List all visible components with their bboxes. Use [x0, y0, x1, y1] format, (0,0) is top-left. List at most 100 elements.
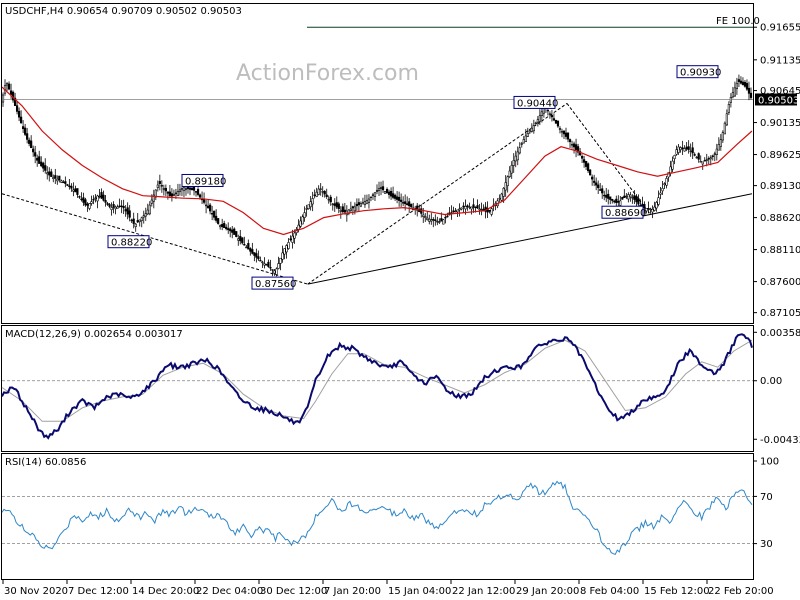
candle-body — [488, 210, 491, 212]
candle-body — [743, 81, 747, 87]
candle-body — [44, 165, 47, 171]
candle — [428, 214, 431, 225]
x-tick-label: 7 Jan 20:00 — [324, 586, 381, 597]
candle-body — [633, 195, 636, 200]
candle — [408, 198, 411, 213]
candle — [595, 177, 598, 191]
candle-body — [198, 194, 202, 198]
candle-body — [673, 155, 676, 160]
candle — [373, 192, 377, 202]
candle — [281, 245, 284, 263]
candle — [611, 198, 614, 204]
candle-body — [315, 191, 318, 197]
candle-body — [617, 201, 620, 203]
candle-body — [317, 188, 320, 195]
candle-body — [387, 191, 391, 195]
candle — [580, 154, 584, 163]
candle-body — [393, 194, 397, 199]
candle — [335, 196, 338, 210]
candle-body — [206, 205, 210, 209]
candle — [192, 185, 196, 196]
candle-body — [279, 257, 282, 264]
candle — [317, 185, 320, 196]
candle-body — [204, 204, 208, 207]
candle — [237, 234, 240, 246]
candle — [80, 192, 83, 202]
candle-body — [504, 182, 507, 191]
candle-body — [591, 176, 594, 180]
candle — [548, 111, 552, 119]
candle-body — [285, 245, 288, 253]
candle — [303, 206, 306, 222]
candle-body — [737, 79, 741, 82]
candle — [693, 152, 696, 157]
candle-body — [299, 220, 302, 227]
candle — [307, 204, 310, 210]
candle-body — [391, 193, 395, 198]
x-tick-label: 30 Nov 2020 — [4, 586, 68, 597]
candle-body — [36, 157, 39, 161]
candle-body — [321, 191, 324, 193]
candle — [321, 186, 324, 198]
candle — [339, 206, 342, 219]
candle — [629, 191, 632, 202]
candle-body — [174, 192, 178, 195]
candle — [478, 203, 481, 215]
candle — [108, 202, 111, 209]
x-tick-label: 22 Jan 12:00 — [452, 586, 515, 597]
candle — [325, 188, 328, 199]
candle-body — [566, 132, 570, 140]
candle-body — [353, 206, 356, 212]
candle — [679, 146, 682, 153]
level-label: 0.90930 — [676, 65, 721, 79]
candle — [48, 167, 51, 182]
candle-body — [128, 210, 131, 218]
candle-body — [683, 148, 686, 152]
candle — [359, 201, 363, 208]
candle — [436, 216, 439, 226]
candle — [243, 236, 246, 246]
candle-body — [184, 187, 188, 190]
candle-body — [546, 109, 550, 112]
candle — [146, 203, 149, 216]
candle — [114, 205, 117, 215]
candle-body — [562, 130, 566, 135]
candle-body — [647, 208, 650, 210]
candle — [371, 192, 375, 200]
candle-body — [178, 189, 182, 193]
candle-body — [585, 160, 588, 167]
candle — [26, 127, 29, 144]
price-panel: 0.91655 0.91135 0.90645 0.90135 0.89625 0.891… — [1, 16, 800, 319]
candle-body — [460, 207, 463, 210]
candle — [291, 229, 294, 249]
candle-body — [574, 144, 578, 150]
candle-body — [259, 260, 262, 262]
candle-body — [281, 252, 284, 260]
macd-y-tick-label: 0.00 — [760, 376, 782, 387]
candle — [70, 183, 73, 192]
candle — [66, 183, 69, 187]
candle — [379, 181, 383, 196]
candle — [28, 137, 31, 147]
candle-body — [275, 268, 278, 275]
candle-body — [520, 143, 523, 145]
candle — [589, 169, 592, 176]
candle — [24, 123, 27, 137]
candle — [426, 211, 429, 221]
candle-body — [436, 220, 439, 223]
candle — [510, 161, 513, 179]
candle-body — [176, 191, 180, 197]
candle — [329, 194, 332, 206]
candle-body — [120, 205, 123, 208]
candle — [110, 202, 113, 216]
candle — [430, 212, 433, 225]
candle — [78, 195, 81, 199]
candle — [86, 202, 89, 212]
candle — [319, 183, 322, 196]
candle-body — [233, 228, 236, 235]
candle-body — [534, 122, 537, 125]
candle — [661, 180, 664, 195]
candle-body — [134, 223, 137, 228]
candle — [42, 161, 45, 173]
candle-body — [251, 249, 254, 254]
